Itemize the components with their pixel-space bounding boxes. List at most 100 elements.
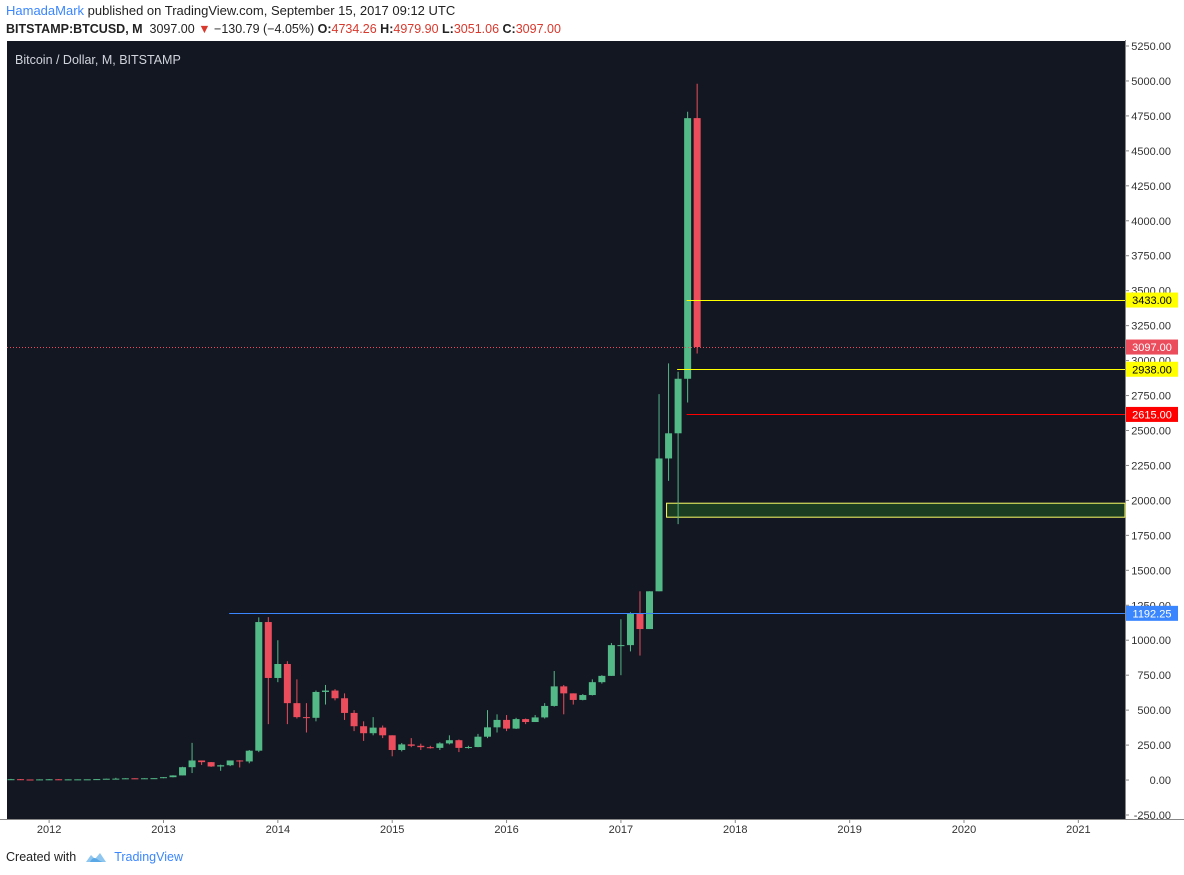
candle-body [617,645,625,647]
price-line-labels: 3433.00 3097.00 2938.00 2615.00 1192.25 [1126,292,1178,621]
chart-title: Bitcoin / Dollar, M, BITSTAMP [15,53,181,67]
x-tick-label: 2015 [380,824,404,836]
candle-body [55,779,63,781]
candle-body [503,719,511,729]
candle-body [417,745,425,748]
y-tick-label: 750.00 [1137,670,1171,682]
y-tick-label: 0.00 [1150,775,1171,787]
price-label-box [1126,605,1178,621]
y-tick-label: 1000.00 [1131,635,1171,647]
candle-body [693,118,701,348]
candle-body [17,779,25,781]
y-tick-label: -250.00 [1134,810,1171,822]
candle-body [255,622,263,751]
open-value: 4734.26 [331,22,377,36]
last-price: 3097.00 [149,22,195,36]
candle-body [665,433,673,459]
candle-body [598,675,606,683]
candle-body [436,743,444,748]
candle-body [464,747,472,749]
candle-body [198,760,206,763]
candle-body [474,736,482,748]
x-axis-ticks: 2012 2013 2014 2015 2016 2017 2018 2019 2020 2021 [37,819,1091,836]
candle-body [379,727,387,736]
y-tick-label: 4750.00 [1131,111,1171,123]
candle-body [36,779,44,781]
candle-body [484,727,491,737]
candle-body [646,591,654,630]
y-tick-label: 5250.00 [1131,41,1171,53]
candle-body [150,778,158,780]
candle-body [112,778,120,780]
y-tick-label: 2000.00 [1131,495,1171,507]
y-tick-label: 1500.00 [1131,565,1171,577]
candle-body [388,735,396,750]
high-label: H: [380,22,394,36]
candle-body [626,613,634,646]
y-tick-label: 4500.00 [1131,146,1171,158]
y-tick-label: 5000.00 [1131,76,1171,88]
price-label-text: 3433.00 [1132,295,1172,307]
candle-body [550,686,558,706]
y-tick-label: 4250.00 [1131,181,1171,193]
candle-body [121,778,129,780]
y-tick-label: 1750.00 [1131,530,1171,542]
price-label-text: 3097.00 [1132,342,1172,354]
time-axis[interactable] [0,819,1184,839]
candle-body [102,778,110,780]
price-change: −130.79 (−4.05%) [214,22,315,36]
candle-body [321,690,329,692]
price-label-text: 1192.25 [1133,608,1172,620]
ohlc-line: BITSTAMP:BTCUSD, M 3097.00 ▼ −130.79 (−4… [6,22,561,36]
candles-layer [7,83,701,781]
candle-body [207,762,215,767]
author-link[interactable]: HamadaMark [6,3,85,18]
x-tick-label: 2021 [1066,824,1090,836]
close-label: C: [502,22,516,36]
candle-body [93,779,101,781]
plot-area[interactable] [7,41,1125,819]
zones-layer [666,502,1126,518]
price-label-box [1126,406,1178,422]
candle-body [588,682,596,696]
candle-body [274,663,282,678]
candle-body [493,719,501,728]
candle-body [131,778,139,780]
published-text: published on TradingView.com, September … [84,3,456,18]
price-axis[interactable] [1125,41,1184,819]
candle-body [83,779,91,781]
candle-body [579,695,587,700]
candle-body [331,690,339,699]
candle-body [236,760,244,762]
close-value: 3097.00 [515,22,561,36]
candle-body [302,717,310,719]
candle-body [350,712,358,727]
y-tick-label: 250.00 [1137,740,1171,752]
candle-body [26,779,34,781]
candle-body [217,765,225,767]
horizontal-lines-layer [7,300,1125,614]
x-tick-label: 2018 [723,824,747,836]
candle-body [560,686,568,694]
candle-body [541,705,549,718]
low-value: 3051.06 [453,22,500,36]
x-tick-label: 2020 [952,824,976,836]
tradingview-link[interactable]: TradingView [114,850,183,864]
candle-body [684,118,692,379]
candle-body [407,744,415,746]
candle-body [445,740,453,744]
candle-body [636,613,644,630]
y-axis-ticks: 5250.00 5000.00 4750.00 4500.00 4250.00 4000.… [1125,41,1171,822]
y-tick-label: 3750.00 [1131,251,1171,263]
candle-body [159,777,167,779]
x-tick-label: 2014 [266,824,290,836]
candle-body [655,458,663,592]
price-label-text: 2615.00 [1132,409,1172,421]
candle-body [369,727,377,734]
price-chart[interactable]: Bitcoin / Dollar, M, BITSTAMP 5250.00 500… [0,40,1184,840]
low-label: L: [442,22,454,36]
candle-body [179,767,187,776]
y-tick-label: 2250.00 [1131,460,1171,472]
candle-body [455,740,463,748]
candle-body [226,760,234,766]
